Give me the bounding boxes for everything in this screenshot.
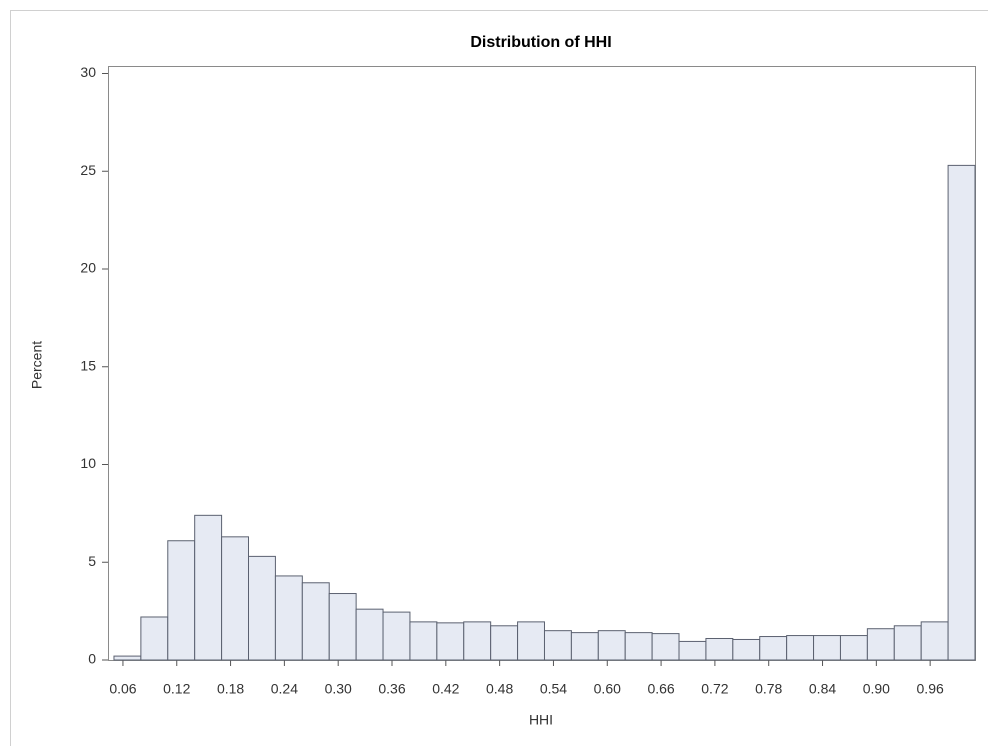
bar [410,622,437,660]
bar [518,622,545,660]
x-tick-label: 0.18 [217,681,244,697]
x-tick-label: 0.36 [378,681,405,697]
x-tick-label: 0.90 [863,681,890,697]
x-tick-label: 0.60 [594,681,621,697]
y-axis-label: Percent [29,341,45,389]
x-axis-label: HHI [529,712,553,728]
x-tick-label: 0.48 [486,681,513,697]
y-tick-label: 0 [88,651,96,667]
bar [867,629,894,660]
bar [222,537,249,660]
bar [544,631,571,660]
bar [571,633,598,660]
bar [329,594,356,660]
bar [491,626,518,660]
bar [625,633,652,660]
bar [787,636,814,660]
bar [760,637,787,660]
bar [464,622,491,660]
bar [195,515,222,660]
x-tick-label: 0.24 [271,681,298,697]
y-tick-label: 15 [80,357,96,373]
x-tick-label: 0.78 [755,681,782,697]
bar [921,622,948,660]
y-tick-label: 20 [80,260,96,276]
chart-title: Distribution of HHI [470,34,611,51]
x-tick-label: 0.84 [809,681,836,697]
bar [141,617,168,660]
x-tick-label: 0.42 [432,681,459,697]
bar [168,541,195,660]
bar [437,623,464,660]
bar [948,165,975,660]
bar [706,638,733,660]
y-tick-label: 30 [80,64,96,80]
x-tick-label: 0.12 [163,681,190,697]
bar [894,626,921,660]
y-tick-label: 25 [80,162,96,178]
bar [249,556,276,660]
x-tick-label: 0.30 [325,681,352,697]
bar [275,576,302,660]
x-tick-label: 0.54 [540,681,567,697]
x-tick-label: 0.72 [701,681,728,697]
bar [840,636,867,660]
x-tick-label: 0.66 [647,681,674,697]
bar [814,636,841,660]
bar [679,641,706,660]
y-tick-label: 5 [88,553,96,569]
bar [356,609,383,660]
bar [652,634,679,660]
x-tick-label: 0.06 [109,681,136,697]
bar [302,583,329,660]
bar [733,639,760,660]
bar [114,656,141,660]
x-tick-label: 0.96 [917,681,944,697]
y-tick-label: 10 [80,455,96,471]
bar [383,612,410,660]
bar [598,631,625,660]
